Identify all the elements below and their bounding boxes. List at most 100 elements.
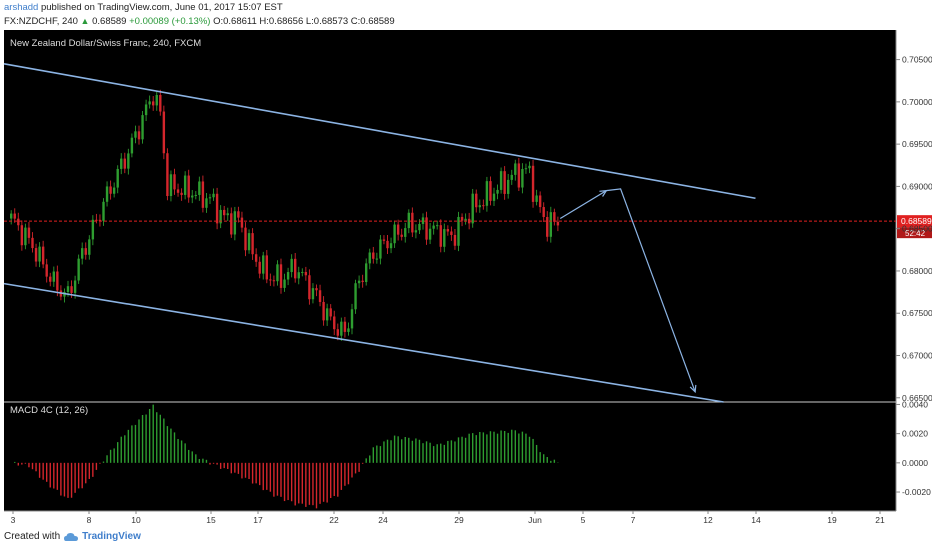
created-with-label: Created with	[4, 531, 61, 542]
candle-body	[489, 181, 492, 201]
candle-body	[144, 104, 148, 116]
candle-body	[546, 217, 549, 237]
time-tick-label: 14	[751, 515, 761, 525]
candle-body	[155, 95, 158, 106]
author-link[interactable]: arshadd	[4, 2, 39, 13]
candle-body	[180, 192, 183, 195]
candle-body	[169, 174, 173, 197]
candle-body	[496, 189, 499, 194]
candle-body	[162, 111, 166, 154]
candle-body	[436, 225, 439, 227]
candle-body	[290, 258, 293, 273]
up-triangle-icon: ▲	[80, 16, 90, 26]
candle-body	[262, 255, 265, 274]
candle-body	[279, 264, 283, 288]
candle-body	[27, 227, 31, 238]
channel-upper-line	[3, 63, 756, 200]
price-tick-label: 0.70000	[902, 97, 932, 107]
candle-body	[226, 213, 229, 216]
candle-body	[141, 115, 144, 140]
candle-body	[365, 263, 368, 282]
candle-body	[528, 165, 531, 169]
candle-body	[475, 193, 478, 208]
time-tick-label: 12	[703, 515, 713, 525]
candle-body	[428, 228, 432, 240]
candle-body	[17, 218, 20, 226]
candlestick-series	[10, 89, 560, 341]
candle-body	[247, 233, 251, 251]
price-chart[interactable]: 0.68589 52:42 0.70500 0.70000 0.69500 0.6900…	[0, 30, 932, 525]
candle-body	[152, 101, 155, 106]
candle-body	[272, 280, 276, 282]
candle-body	[311, 288, 315, 300]
candle-body	[38, 246, 41, 262]
candle-body	[34, 248, 38, 262]
candle-body	[159, 95, 162, 112]
time-tick-label: 10	[131, 515, 141, 525]
candle-body	[73, 280, 77, 293]
candle-body	[386, 240, 389, 249]
candle-body	[315, 288, 318, 291]
candle-body	[333, 316, 336, 330]
candle-body	[254, 254, 258, 262]
main-chart-title: New Zealand Dollar/Swiss Franc, 240, FXC…	[10, 38, 201, 49]
candle-body	[148, 101, 151, 105]
candle-body	[357, 280, 361, 284]
candle-body	[389, 243, 393, 249]
candle-body	[269, 279, 272, 281]
candle-body	[244, 227, 247, 251]
candle-body	[510, 174, 513, 180]
candle-body	[81, 248, 84, 259]
candle-body	[478, 205, 481, 208]
candle-body	[134, 131, 137, 138]
candle-body	[538, 195, 542, 208]
candle-body	[24, 227, 27, 246]
candle-body	[276, 264, 279, 282]
candle-body	[325, 308, 329, 321]
candle-body	[233, 211, 237, 235]
candle-body	[191, 195, 194, 198]
candle-body	[503, 171, 506, 194]
price-tick-label: 0.70500	[902, 55, 932, 65]
candle-body	[393, 224, 396, 244]
candle-body	[521, 169, 524, 188]
current-price-tag	[897, 215, 932, 228]
candle-body	[258, 261, 261, 274]
candle-body	[322, 301, 325, 321]
candle-body	[482, 205, 485, 207]
macd-tick-label: 0.0000	[902, 458, 928, 468]
candle-body	[372, 252, 375, 259]
candle-body	[112, 187, 116, 194]
current-price-label: 0.68589	[901, 216, 932, 226]
candle-body	[396, 224, 400, 235]
candle-body	[84, 248, 87, 255]
price-change: +0.00089 (+0.13%)	[129, 16, 211, 27]
high-value: H:0.68656	[259, 16, 304, 27]
candle-body	[176, 189, 180, 193]
candle-body	[98, 219, 102, 221]
candle-body	[183, 175, 187, 195]
candle-body	[88, 239, 91, 255]
candle-body	[517, 163, 521, 188]
tradingview-brand[interactable]: TradingView	[82, 531, 141, 542]
candle-body	[215, 193, 219, 224]
candle-body	[230, 213, 233, 235]
candle-body	[535, 195, 538, 202]
candle-body	[219, 209, 222, 224]
candle-body	[166, 153, 169, 197]
candle-body	[400, 234, 403, 237]
candle-body	[382, 239, 386, 241]
candle-body	[350, 309, 354, 329]
candle-body	[212, 193, 215, 198]
chart-background	[4, 30, 896, 511]
candle-body	[421, 217, 425, 224]
candle-body	[464, 218, 467, 221]
candle-body	[297, 272, 300, 279]
time-tick-label: 19	[827, 515, 837, 525]
candle-body	[368, 252, 371, 264]
candle-body	[531, 165, 535, 202]
candle-body	[265, 255, 268, 280]
candle-body	[109, 186, 112, 194]
candle-body	[130, 137, 134, 154]
candle-body	[240, 217, 244, 228]
